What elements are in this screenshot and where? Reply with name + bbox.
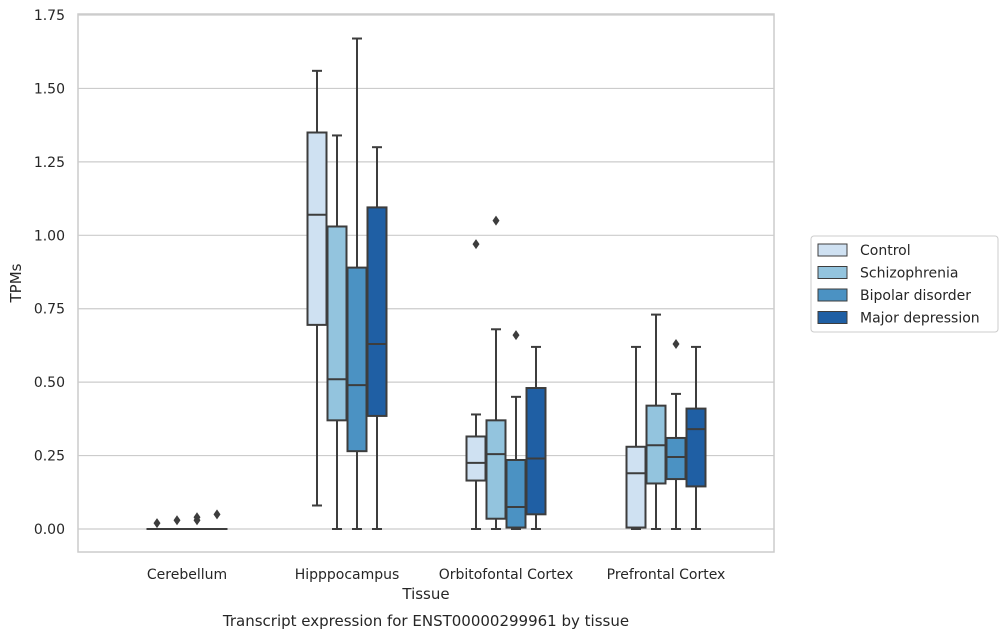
box-iqr [525,387,547,516]
x-tick-label: Orbitofontal Cortex [439,567,574,583]
box-control [306,69,328,507]
box-iqr [366,206,388,417]
box-groups [146,37,707,531]
box-iqr [306,131,328,326]
x-axis-label: Tissue [401,585,449,603]
x-tick-label: Prefrontal Cortex [607,567,726,583]
y-tick-label: 1.50 [34,81,65,97]
y-tick-label: 0.25 [34,449,65,465]
box-bipolar-disorder [186,512,208,531]
plot-area-frame [77,13,775,553]
outlier-point [672,338,680,349]
x-tick-label: Cerebellum [147,567,227,583]
y-tick-label: 0.50 [34,375,65,391]
outlier-point [173,515,181,526]
legend-swatch [817,311,848,324]
legend-label: Control [860,243,911,259]
y-tick-labels: 0.00 0.25 0.50 0.75 1.00 1.25 1.50 1.75 [34,8,65,538]
outlier-point [153,518,161,529]
chart-caption: Transcript expression for ENST0000029996… [222,612,629,630]
legend-label: Major depression [860,311,980,327]
box-control [625,345,647,530]
box-iqr [665,436,687,481]
box-control [465,239,487,530]
box-iqr [326,225,348,422]
outlier-point [472,239,480,250]
x-tick-labels: Cerebellum Hipppocampus Orbitofontal Corte… [147,567,725,583]
box-schizophrenia [485,215,507,530]
y-tick-label: 1.25 [34,155,65,171]
legend-swatch [817,288,848,302]
outlier-point [512,330,520,341]
y-tick-label: 1.00 [34,228,65,244]
box-iqr [685,407,707,488]
x-tick-label: Hipppocampus [295,567,400,583]
box-iqr [465,435,487,482]
box-bipolar-disorder [505,330,527,530]
box-iqr [485,419,507,520]
box-iqr [505,458,527,529]
legend-label: Schizophrenia [860,266,958,282]
legend-swatch [817,243,848,257]
outlier-point [193,512,201,523]
y-gridlines [78,14,774,530]
legend-label: Bipolar disorder [860,288,971,304]
y-tick-label: 0.00 [34,522,65,538]
legend-swatch [817,266,848,279]
y-axis-label: TPMs [7,263,25,303]
box-control [146,518,168,531]
box-bipolar-disorder [665,338,687,530]
outlier-point [492,215,500,226]
box-schizophrenia [166,515,188,531]
box-major-depression [525,345,547,530]
box-iqr [346,266,368,453]
outlier-point [213,509,221,520]
legend: Control Schizophrenia Bipolar disorder Majo… [810,235,999,333]
box-major-depression [366,146,388,530]
box-schizophrenia [645,313,667,530]
y-tick-label: 0.75 [34,302,65,318]
box-major-depression [206,509,228,531]
y-tick-label: 1.75 [34,8,65,24]
legend-frame [810,235,999,333]
box-iqr [625,445,647,529]
box-major-depression [685,345,707,530]
box-schizophrenia [326,134,348,530]
